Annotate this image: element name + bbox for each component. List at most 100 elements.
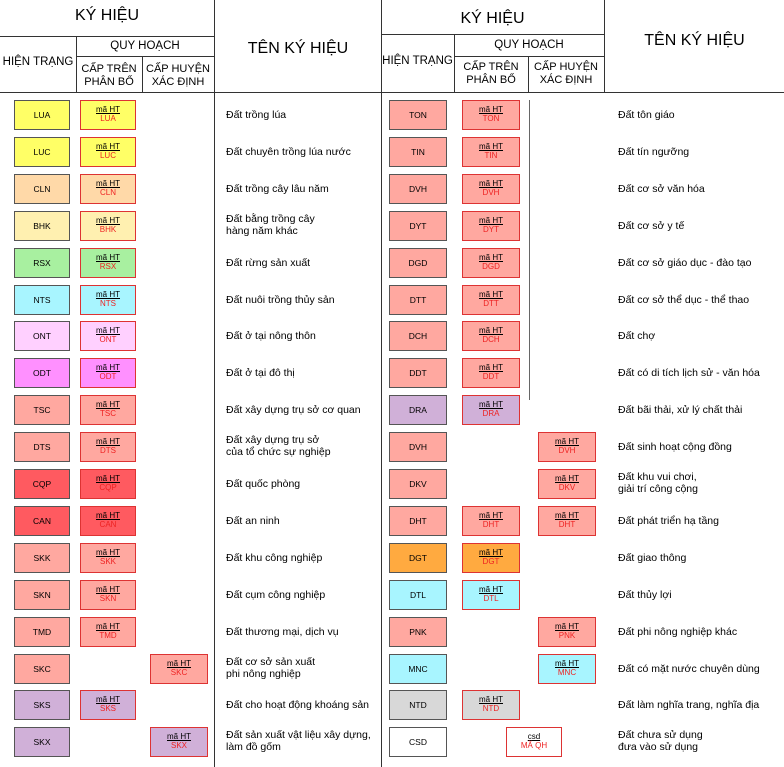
plan-label: mã HT: [96, 290, 120, 299]
plan-code: PNK: [558, 631, 576, 640]
plan-symbol: mã HT DVH: [462, 174, 520, 204]
plan-code: BHK: [99, 225, 117, 234]
plan-symbol: mã HT CAN: [80, 506, 136, 536]
plan-symbol: mã HT MNC: [538, 654, 596, 684]
plan-code: DVH: [482, 188, 500, 197]
land-name: Đất ở tại đô thị: [226, 367, 295, 379]
land-name: Đất cho hoạt động khoáng sản: [226, 699, 370, 711]
plan-code: TIN: [484, 151, 498, 160]
plan-code: DGD: [482, 262, 500, 271]
header-hien-trang-right: HIỆN TRẠNG: [382, 55, 453, 67]
land-code-symbol: DGT: [389, 543, 447, 573]
plan-code: ONT: [99, 335, 117, 344]
plan-code: SKX: [170, 741, 187, 750]
land-code-symbol: RSX: [14, 248, 70, 278]
header-cap-tren-right: CẤP TRÊN PHÂN BỔ: [463, 61, 519, 86]
plan-code: SKK: [99, 557, 116, 566]
plan-label: mã HT: [479, 290, 503, 299]
plan-label: mã HT: [479, 548, 503, 557]
land-code-symbol: SKK: [14, 543, 70, 573]
land-name: Đất xây dựng trụ sở của tổ chức sự nghiệ…: [226, 434, 331, 458]
plan-label: mã HT: [479, 253, 503, 262]
plan-symbol: mã HT DTL: [462, 580, 520, 610]
header-cap-huyen-left: CẤP HUYỆN XÁC ĐỊNH: [146, 63, 210, 88]
land-name: Đất thủy lợi: [618, 589, 672, 601]
land-code-symbol: PNK: [389, 617, 447, 647]
plan-code: NTS: [100, 299, 116, 308]
land-name: Đất cơ sở sản xuất phi nông nghiệp: [226, 656, 316, 680]
plan-code: DTT: [483, 299, 499, 308]
plan-symbol: csd MÃ QH: [506, 727, 562, 757]
land-name: Đất tôn giáo: [618, 109, 675, 121]
header-ten-ky-hieu-left: TÊN KÝ HIỆU: [247, 40, 349, 57]
plan-symbol: mã HT PNK: [538, 617, 596, 647]
plan-label: mã HT: [555, 511, 579, 520]
plan-label: mã HT: [167, 659, 191, 668]
plan-symbol: mã HT DVH: [538, 432, 596, 462]
plan-code: DDT: [482, 372, 500, 381]
plan-code: DGT: [482, 557, 500, 566]
land-code-symbol: BHK: [14, 211, 70, 241]
header-cap-tren-left: CẤP TRÊN PHÂN BỔ: [81, 63, 137, 88]
land-code-symbol: DVH: [389, 432, 447, 462]
plan-label: mã HT: [96, 216, 120, 225]
plan-code: DRA: [482, 409, 500, 418]
plan-code: SKC: [170, 668, 188, 677]
plan-code: DTL: [483, 594, 499, 603]
plan-code: CLN: [99, 188, 116, 197]
header-quy-hoach-left: QUY HOẠCH: [110, 40, 180, 52]
land-name: Đất sinh hoạt cộng đồng: [618, 441, 732, 453]
plan-label: csd: [527, 732, 541, 741]
land-name: Đất nuôi trồng thủy sản: [226, 294, 335, 306]
plan-symbol: mã HT ONT: [80, 321, 136, 351]
land-code-symbol: TON: [389, 100, 447, 130]
plan-label: mã HT: [479, 585, 503, 594]
plan-symbol: mã HT RSX: [80, 248, 136, 278]
land-code-symbol: DYT: [389, 211, 447, 241]
plan-code: DYT: [483, 225, 499, 234]
header-ten-ky-hieu-right: TÊN KÝ HIỆU: [644, 32, 745, 49]
plan-symbol: mã HT DCH: [462, 321, 520, 351]
plan-code: SKN: [99, 594, 117, 603]
plan-label: mã HT: [479, 511, 503, 520]
plan-symbol: mã HT DTS: [80, 432, 136, 462]
plan-code: TSC: [100, 409, 116, 418]
plan-code: DCH: [482, 335, 500, 344]
land-name: Đất cơ sở giáo dục - đào tạo: [618, 257, 752, 269]
plan-label: mã HT: [96, 511, 120, 520]
land-code-symbol: LUC: [14, 137, 70, 167]
plan-symbol: mã HT DYT: [462, 211, 520, 241]
plan-code: MNC: [557, 668, 577, 677]
plan-label: mã HT: [479, 179, 503, 188]
plan-label: mã HT: [479, 105, 503, 114]
plan-symbol: mã HT NTS: [80, 285, 136, 315]
plan-symbol: mã HT SKN: [80, 580, 136, 610]
land-code-symbol: NTD: [389, 690, 447, 720]
plan-code: MÃ QH: [520, 741, 548, 750]
plan-label: mã HT: [96, 363, 120, 372]
plan-symbol: mã HT BHK: [80, 211, 136, 241]
plan-symbol: mã HT DGD: [462, 248, 520, 278]
plan-label: mã HT: [96, 585, 120, 594]
land-name: Đất có di tích lịch sử - văn hóa: [618, 367, 760, 379]
plan-label: mã HT: [555, 474, 579, 483]
land-name: Đất bằng trồng cây hàng năm khác: [226, 213, 315, 237]
plan-label: mã HT: [555, 659, 579, 668]
plan-label: mã HT: [479, 363, 503, 372]
plan-label: mã HT: [479, 400, 503, 409]
plan-symbol: mã HT LUA: [80, 100, 136, 130]
land-code-symbol: LUA: [14, 100, 70, 130]
land-code-symbol: SKC: [14, 654, 70, 684]
header-quy-hoach-right: QUY HOẠCH: [494, 39, 564, 51]
plan-symbol: mã HT SKK: [80, 543, 136, 573]
land-code-symbol: SKS: [14, 690, 70, 720]
plan-code: LUC: [99, 151, 116, 160]
plan-symbol: mã HT DKV: [538, 469, 596, 499]
plan-symbol: mã HT SKX: [150, 727, 208, 757]
land-name: Đất khu vui chơi, giải trí công cộng: [618, 471, 698, 495]
plan-symbol: mã HT LUC: [80, 137, 136, 167]
plan-code: NTD: [482, 704, 500, 713]
plan-code: DVH: [558, 446, 576, 455]
land-name: Đất an ninh: [226, 515, 280, 527]
